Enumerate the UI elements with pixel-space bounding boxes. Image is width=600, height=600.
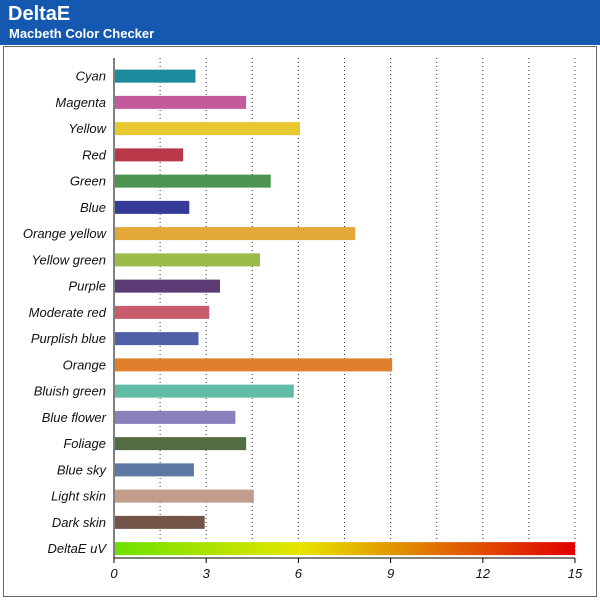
- category-label: Blue sky: [57, 462, 108, 477]
- category-label: Bluish green: [34, 384, 106, 399]
- category-label: Yellow green: [32, 252, 106, 267]
- x-tick-label: 12: [476, 566, 491, 581]
- x-tick-label: 9: [387, 566, 394, 581]
- category-label: Moderate red: [29, 305, 107, 320]
- x-tick-label: 15: [568, 566, 583, 581]
- category-label: Blue flower: [42, 410, 107, 425]
- bar-purplish-blue: [115, 332, 199, 346]
- category-label: Purplish blue: [31, 331, 106, 346]
- bar-deltae-uv: [115, 542, 575, 556]
- bar-magenta: [115, 95, 247, 109]
- category-label: Orange: [63, 357, 106, 372]
- bar-orange-yellow: [115, 227, 356, 241]
- bar-moderate-red: [115, 305, 210, 319]
- bar-cyan: [115, 69, 196, 83]
- bar-foliage: [115, 437, 247, 451]
- category-labels: Cyan Magenta Yellow Red Green Blue Orange yell…: [23, 69, 108, 557]
- x-tick-label: 0: [110, 566, 118, 581]
- grid-lines: [159, 58, 576, 558]
- bar-yellow: [115, 122, 300, 136]
- bar-light-skin: [115, 489, 254, 503]
- bar-blue-flower: [115, 410, 236, 424]
- x-tick-label: 6: [295, 566, 303, 581]
- chart-title: DeltaE: [8, 3, 71, 25]
- bar-green: [115, 174, 271, 188]
- bar-purple: [115, 279, 221, 293]
- category-label: Orange yellow: [23, 226, 108, 241]
- category-label: Light skin: [51, 489, 106, 504]
- bar-blue: [115, 200, 190, 214]
- bar-bluish-green: [115, 384, 294, 398]
- category-label: Foliage: [63, 436, 106, 451]
- chart-subtitle: Macbeth Color Checker: [9, 26, 155, 41]
- chart-header: DeltaE Macbeth Color Checker: [0, 0, 600, 45]
- category-label: Cyan: [76, 69, 106, 84]
- category-label: Magenta: [55, 95, 106, 110]
- bar-yellow-green: [115, 253, 260, 267]
- category-label: Dark skin: [52, 515, 106, 530]
- category-label: Purple: [68, 279, 106, 294]
- bar-red: [115, 148, 184, 162]
- bar-dark-skin: [115, 515, 205, 529]
- category-label: Yellow: [68, 121, 107, 136]
- bars: [115, 69, 575, 556]
- x-tick-label: 3: [203, 566, 211, 581]
- category-label: DeltaE uV: [47, 541, 107, 556]
- bar-orange: [115, 358, 393, 372]
- category-label: Blue: [80, 200, 106, 215]
- x-axis: 0 3 6 9 12 15: [110, 58, 583, 581]
- category-label: Green: [70, 174, 106, 189]
- category-label: Red: [82, 147, 107, 162]
- bar-blue-sky: [115, 463, 194, 477]
- plot-frame: [3, 46, 597, 597]
